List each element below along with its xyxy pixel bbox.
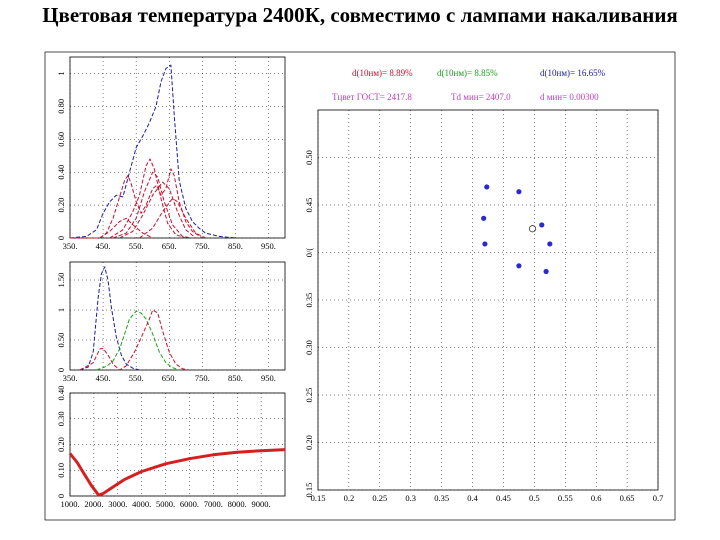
cmf-y-tick-label: 0.50 <box>56 333 66 348</box>
temperature-y-tick-label: 0.20 <box>56 437 66 452</box>
spectra-series-4 <box>119 181 197 239</box>
chromaticity-y-tick-label: 0/( <box>304 248 314 258</box>
spectra-x-tick-label: 550. <box>129 241 144 251</box>
chart-spectra: 350. 450. 550. 650. 750. 850. 950. 0 0.20 0.40 0.6… <box>56 56 286 251</box>
spectra-y-tick-label: 0.80 <box>56 99 66 114</box>
chromaticity-x-tick-label: 0.5 <box>529 493 540 503</box>
temperature-x-tick-label: 1000. <box>60 499 79 509</box>
cmf-x-tick-label: 350. <box>63 373 78 383</box>
spectra-x-tick-label: 750. <box>195 241 210 251</box>
chromaticity-point <box>547 241 553 247</box>
temperature-y-tick-label: 0 <box>56 494 66 498</box>
chart-chromaticity: 0.15 0.2 0.25 0.3 0.35 0.4 0.45 0.5 0.55 0.6 0.65 0… <box>304 109 664 503</box>
chromaticity-point <box>539 222 545 228</box>
spectra-series-6 <box>139 198 206 239</box>
cmf-x-tick-label: 850. <box>228 373 243 383</box>
cmf-y-tick-label: 1 <box>56 308 66 312</box>
temperature-x-tick-label: 9000. <box>252 499 271 509</box>
spectra-series-5 <box>99 217 153 239</box>
chromaticity-y-tick-label: 0.15 <box>304 483 314 498</box>
temperature-x-tick-label: 8000. <box>228 499 247 509</box>
cmf-series-1 <box>96 310 180 371</box>
chromaticity-y-tick-label: 0.20 <box>304 435 314 450</box>
spectra-y-tick-label: 0.20 <box>56 198 66 213</box>
slide-title: Цветовая температура 2400К, совместимо с… <box>42 3 678 27</box>
chromaticity-x-tick-label: 0.45 <box>496 493 511 503</box>
temperature-x-tick-label: 5000. <box>156 499 175 509</box>
spectra-y-tick-label: 0.60 <box>56 132 66 147</box>
cmf-plot-area <box>69 261 286 371</box>
cmf-x-tick-label: 650. <box>162 373 177 383</box>
chromaticity-x-tick-label: 0.65 <box>620 493 635 503</box>
chart-temperature: 1000. 2000. 3000. 4000. 5000. 6000. 7000. 8000.… <box>56 386 286 509</box>
cmf-x-tick-label: 450. <box>96 373 111 383</box>
temperature-y-tick-label: 0.10 <box>56 463 66 478</box>
spectra-x-tick-label: 350. <box>63 241 78 251</box>
chromaticity-x-tick-label: 0.55 <box>558 493 573 503</box>
chromaticity-point <box>543 268 549 275</box>
cmf-y-tick-label: 0 <box>56 368 66 372</box>
chromaticity-y-tick-label: 0.30 <box>304 340 314 355</box>
temperature-x-tick-label: 3000. <box>108 499 127 509</box>
chromaticity-x-tick-label: 0.2 <box>344 493 355 503</box>
spectra-series-3 <box>112 171 193 239</box>
chromaticity-x-tick-label: 0.35 <box>434 493 449 503</box>
temperature-x-tick-label: 4000. <box>132 499 151 509</box>
temperature-x-tick-label: 2000. <box>84 499 103 509</box>
chromaticity-x-tick-label: 0.4 <box>467 493 478 503</box>
temperature-x-tick-label: 7000. <box>204 499 223 509</box>
spectra-series-2 <box>109 158 186 239</box>
temperature-series-0 <box>68 448 286 497</box>
info-r1-c2: d(10нм)= 8.85% <box>437 68 498 78</box>
chart-cmf: 350. 450. 550. 650. 750. 850. 950. 0 0.50 1 1.50 <box>56 261 286 383</box>
chromaticity-point <box>516 263 522 269</box>
cmf-x-tick-label: 950. <box>261 373 276 383</box>
cmf-x-tick-label: 750. <box>195 373 210 383</box>
spectra-x-tick-label: 650. <box>162 241 177 251</box>
chromaticity-point <box>484 184 490 190</box>
spectra-plot-area <box>69 56 286 239</box>
figure-frame <box>44 51 676 521</box>
spectra-y-tick-label: 0 <box>56 236 66 240</box>
chromaticity-x-tick-label: 0.6 <box>591 493 602 503</box>
info-r1-c3: d(10нм)= 16.65% <box>540 68 606 78</box>
chromaticity-x-tick-label: 0.3 <box>405 493 416 503</box>
info-r2-c3: d мин= 0.00300 <box>540 92 599 102</box>
chromaticity-x-tick-label: 0.25 <box>372 493 387 503</box>
spectra-y-tick-label: 1 <box>56 71 66 75</box>
cmf-y-tick-label: 1.50 <box>56 273 66 288</box>
panels: 350. 450. 550. 650. 750. 850. 950.00.200.400.6… <box>56 56 664 509</box>
temperature-x-tick-label: 6000. <box>180 499 199 509</box>
info-r2-c1: Тцвет ГОСТ= 2417.8 <box>332 92 412 102</box>
chromaticity-x-tick-label: 0.7 <box>653 493 664 503</box>
cmf-series-2 <box>79 309 190 371</box>
info-r1-c1: d(10нм)= 8.89% <box>352 68 413 78</box>
chromaticity-y-tick-label: 0.50 <box>304 150 314 165</box>
spectra-x-tick-label: 850. <box>228 241 243 251</box>
chromaticity-y-tick-label: 0.25 <box>304 388 314 403</box>
chromaticity-y-tick-label: 0.35 <box>304 293 314 308</box>
chromaticity-x-tick-label: 0.15 <box>311 493 326 503</box>
spectra-series-0 <box>69 64 236 239</box>
spectra-x-tick-label: 450. <box>96 241 111 251</box>
chromaticity-point <box>516 189 522 195</box>
temperature-y-tick-label: 0.30 <box>56 411 66 426</box>
temperature-y-tick-label: 0.40 <box>56 386 66 401</box>
spectra-series-1 <box>70 168 203 239</box>
chromaticity-point <box>481 215 487 221</box>
chromaticity-y-tick-label: 0.45 <box>304 198 314 213</box>
cmf-series-0 <box>79 266 140 371</box>
chromaticity-point <box>482 241 488 247</box>
spectra-y-tick-label: 0.40 <box>56 165 66 180</box>
spectra-x-tick-label: 950. <box>261 241 276 251</box>
cmf-x-tick-label: 550. <box>129 373 144 383</box>
chromaticity-open-point <box>528 225 537 233</box>
info-r2-c2: Td мин= 2407.0 <box>451 92 511 102</box>
